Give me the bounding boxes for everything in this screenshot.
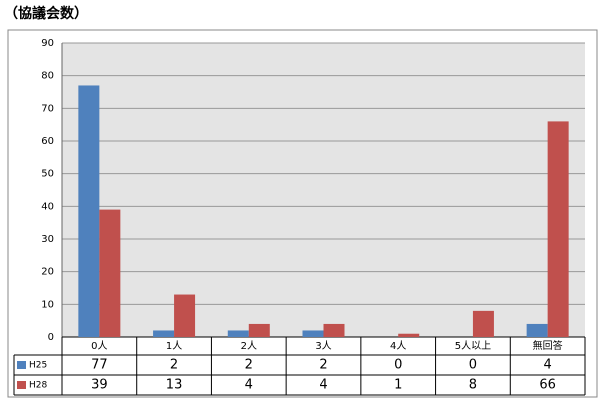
- x-tick-label: 0人: [91, 340, 107, 352]
- bar: [302, 330, 324, 337]
- legend-label: H28: [29, 381, 47, 391]
- table-value: 8: [469, 378, 477, 393]
- x-tick-label: 3人: [315, 340, 331, 352]
- bar: [472, 310, 494, 337]
- table-value: 39: [91, 378, 108, 393]
- chart-title: （協議会数）: [4, 5, 88, 22]
- y-tick-label: 0: [48, 332, 54, 343]
- x-tick-label: 4人: [390, 340, 406, 352]
- bar: [174, 294, 196, 337]
- bar: [248, 323, 270, 337]
- bar: [547, 121, 569, 338]
- x-tick-label: 2人: [241, 340, 257, 352]
- y-tick-label: 40: [41, 201, 54, 212]
- legend-label: H25: [29, 361, 47, 371]
- table-value: 4: [245, 378, 253, 393]
- y-tick-label: 10: [41, 299, 54, 310]
- y-tick-label: 90: [41, 38, 54, 49]
- table-value: 4: [544, 358, 552, 373]
- bar: [323, 323, 345, 337]
- bar: [227, 330, 249, 337]
- bar: [78, 85, 100, 337]
- legend-swatch: [17, 381, 26, 389]
- table-value: 2: [170, 358, 178, 373]
- x-tick-label: 1人: [166, 340, 182, 352]
- table-value: 1: [394, 378, 402, 393]
- y-tick-label: 60: [41, 136, 54, 147]
- table-value: 66: [539, 378, 556, 393]
- table-value: 4: [319, 378, 327, 393]
- x-tick-label: 無回答: [533, 339, 563, 352]
- table-value: 2: [319, 358, 327, 373]
- y-tick-label: 30: [41, 234, 54, 245]
- y-tick-label: 70: [41, 103, 54, 114]
- table-value: 0: [469, 358, 477, 373]
- y-tick-label: 50: [41, 169, 54, 180]
- y-tick-label: 80: [41, 71, 54, 82]
- bar: [526, 323, 548, 337]
- table-value: 2: [245, 358, 253, 373]
- bar: [398, 333, 420, 337]
- plot-area: [62, 43, 585, 337]
- bar: [153, 330, 175, 337]
- table-value: 0: [394, 358, 402, 373]
- bar: [99, 209, 121, 337]
- y-tick-label: 20: [41, 267, 54, 278]
- table-value: 77: [91, 358, 108, 373]
- table-value: 13: [166, 378, 183, 393]
- legend-swatch: [17, 361, 26, 369]
- x-tick-label: 5人以上: [455, 340, 491, 352]
